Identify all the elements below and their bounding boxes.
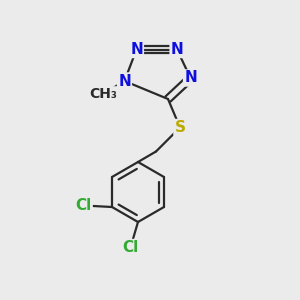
Text: Cl: Cl xyxy=(122,240,139,255)
Text: N: N xyxy=(171,42,183,57)
Text: N: N xyxy=(184,70,197,86)
Text: N: N xyxy=(130,42,143,57)
Text: S: S xyxy=(175,120,185,135)
Text: Cl: Cl xyxy=(75,198,92,213)
Text: N: N xyxy=(118,74,131,88)
Text: CH₃: CH₃ xyxy=(89,87,117,101)
